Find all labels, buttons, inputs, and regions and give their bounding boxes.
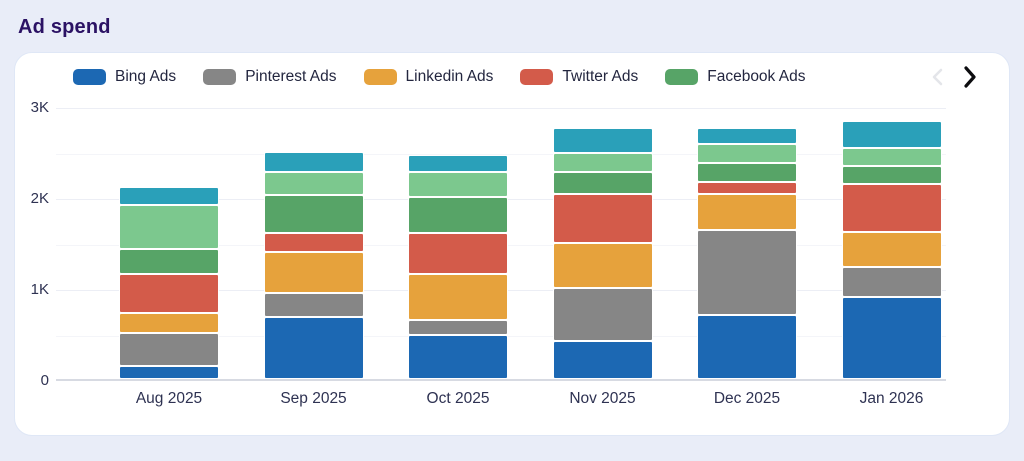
bar-segment-linkedin-ads[interactable] xyxy=(119,313,219,333)
legend-label: Twitter Ads xyxy=(562,68,639,85)
legend-item-bing-ads[interactable]: Bing Ads xyxy=(73,68,176,86)
legend-swatch-facebook-ads xyxy=(665,69,699,85)
bar-segment-series-7[interactable] xyxy=(841,120,942,149)
bar-segment-series-7[interactable] xyxy=(552,127,653,153)
legend-next-button[interactable] xyxy=(958,63,981,94)
y-axis-label: 2K xyxy=(30,190,49,207)
stacked-bar-chart: 0 1K 2K 3K Aug 2025 Sep 2025 Oct 2025 Nov 2025 D… xyxy=(31,93,946,407)
x-axis-label: Nov 2025 xyxy=(569,390,636,407)
bar-segment-bing-ads[interactable] xyxy=(263,317,364,379)
bar-segment-twitter-ads[interactable] xyxy=(263,232,364,253)
bar-segment-facebook-ads[interactable] xyxy=(552,171,653,195)
bar-segment-facebook-ads[interactable] xyxy=(841,166,942,185)
x-axis-label: Jan 2026 xyxy=(859,390,924,407)
bar-segment-twitter-ads[interactable] xyxy=(697,182,797,195)
bar-segment-pinterest-ads[interactable] xyxy=(552,288,653,341)
bar-segment-twitter-ads[interactable] xyxy=(119,274,219,314)
legend-pagination xyxy=(927,63,981,94)
bar-segment-linkedin-ads[interactable] xyxy=(263,252,364,294)
gridline xyxy=(56,153,946,155)
bar-segment-linkedin-ads[interactable] xyxy=(408,273,508,320)
bar-segment-series-6[interactable] xyxy=(841,148,942,167)
y-axis-label: 0 xyxy=(40,372,49,389)
chevron-left-icon xyxy=(929,67,946,90)
legend-item-facebook-ads[interactable]: Facebook Ads xyxy=(665,68,805,86)
legend-label: Bing Ads xyxy=(115,68,177,85)
chart-legend: Bing Ads Pinterest Ads Linkedin Ads Twit… xyxy=(73,64,805,90)
bar-segment-series-6[interactable] xyxy=(552,152,653,172)
legend-prev-button xyxy=(927,65,948,92)
bar-segment-twitter-ads[interactable] xyxy=(552,194,653,243)
bar-segment-series-7[interactable] xyxy=(408,155,508,173)
bar-segment-pinterest-ads[interactable] xyxy=(263,293,364,318)
bar-segment-pinterest-ads[interactable] xyxy=(408,319,508,335)
x-axis-label: Dec 2025 xyxy=(713,390,781,407)
legend-item-twitter-ads[interactable]: Twitter Ads xyxy=(520,68,638,86)
legend-swatch-twitter-ads xyxy=(520,69,554,85)
bar-segment-facebook-ads[interactable] xyxy=(119,248,219,275)
bar-segment-series-7[interactable] xyxy=(697,127,797,144)
bar-segment-series-6[interactable] xyxy=(408,172,508,197)
bar-segment-linkedin-ads[interactable] xyxy=(841,232,942,268)
legend-item-linkedin-ads[interactable]: Linkedin Ads xyxy=(363,68,494,86)
x-axis-label: Aug 2025 xyxy=(135,390,203,407)
chevron-right-icon xyxy=(960,65,979,92)
bar-segment-series-6[interactable] xyxy=(119,205,219,249)
bar-segment-series-7[interactable] xyxy=(263,151,364,172)
ad-spend-card: Bing Ads Pinterest Ads Linkedin Ads Twit… xyxy=(14,52,1010,436)
x-axis-label: Sep 2025 xyxy=(280,390,347,407)
legend-label: Facebook Ads xyxy=(707,68,806,85)
legend-item-pinterest-ads[interactable]: Pinterest Ads xyxy=(203,68,337,86)
bar-segment-facebook-ads[interactable] xyxy=(697,162,797,182)
x-axis-label: Oct 2025 xyxy=(426,390,490,407)
bar-segment-pinterest-ads[interactable] xyxy=(697,229,797,315)
bar-segment-linkedin-ads[interactable] xyxy=(552,242,653,288)
legend-label: Linkedin Ads xyxy=(405,68,494,85)
bar-segment-series-7[interactable] xyxy=(119,187,219,206)
page-title: Ad spend xyxy=(18,16,111,38)
bar-segment-facebook-ads[interactable] xyxy=(263,194,364,233)
bar-segment-twitter-ads[interactable] xyxy=(841,184,942,233)
y-axis-label: 1K xyxy=(30,281,49,298)
y-axis-label: 3K xyxy=(30,99,49,116)
bar-segment-series-6[interactable] xyxy=(697,143,797,163)
bar-segment-pinterest-ads[interactable] xyxy=(119,332,219,367)
gridline xyxy=(56,108,946,109)
bar-segment-bing-ads[interactable] xyxy=(841,297,942,379)
bar-segment-bing-ads[interactable] xyxy=(119,366,219,379)
bar-segment-series-6[interactable] xyxy=(263,171,364,195)
legend-swatch-pinterest-ads xyxy=(203,69,237,85)
legend-label: Pinterest Ads xyxy=(245,68,337,85)
legend-swatch-bing-ads xyxy=(73,69,106,85)
bar-segment-twitter-ads[interactable] xyxy=(408,232,508,274)
legend-swatch-linkedin-ads xyxy=(363,69,397,85)
bar-segment-facebook-ads[interactable] xyxy=(408,196,508,233)
bar-segment-pinterest-ads[interactable] xyxy=(841,267,942,298)
bar-segment-linkedin-ads[interactable] xyxy=(697,194,797,230)
bar-segment-bing-ads[interactable] xyxy=(697,314,797,379)
bar-segment-bing-ads[interactable] xyxy=(408,334,508,379)
bar-segment-bing-ads[interactable] xyxy=(552,340,653,379)
